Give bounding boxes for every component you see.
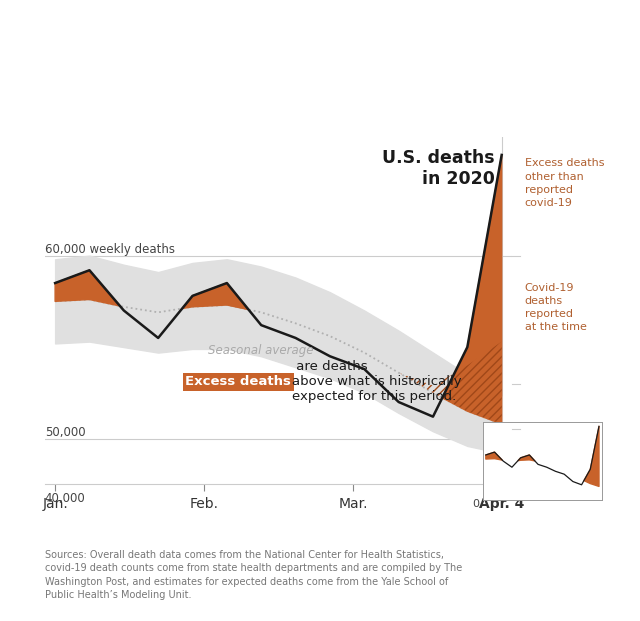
Text: 60,000 weekly deaths: 60,000 weekly deaths (45, 243, 175, 256)
Text: are deaths
above what is historically
expected for this period.: are deaths above what is historically ex… (292, 360, 462, 404)
Text: 40,000: 40,000 (45, 492, 86, 505)
Text: U.S. deaths
in 2020: U.S. deaths in 2020 (382, 150, 495, 188)
Text: Covid-19
deaths
reported
at the time: Covid-19 deaths reported at the time (525, 283, 587, 332)
Text: Excess deaths
other than
reported
covid-19: Excess deaths other than reported covid-… (525, 158, 604, 208)
Text: Sources: Overall death data comes from the National Center for Health Statistics: Sources: Overall death data comes from t… (45, 550, 462, 601)
Text: Seasonal average: Seasonal average (209, 344, 314, 357)
Text: Excess deaths: Excess deaths (186, 376, 291, 388)
Text: 0: 0 (472, 499, 479, 509)
Text: 50,000: 50,000 (45, 425, 85, 438)
